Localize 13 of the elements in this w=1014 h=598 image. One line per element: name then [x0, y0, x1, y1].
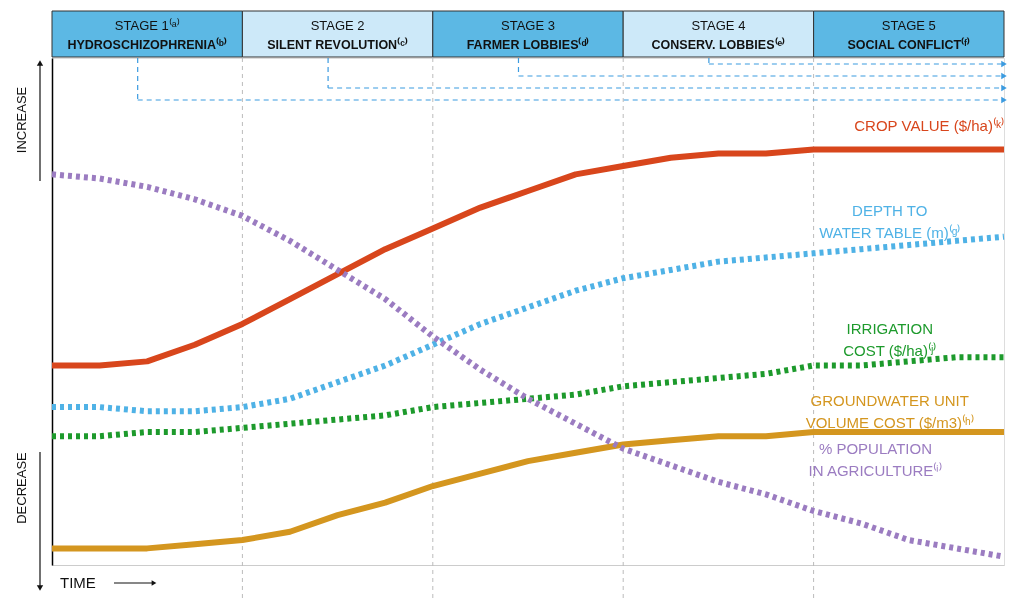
text: STAGE 5 SOCIAL CONFLICT⁽ᶠ⁾ [847, 18, 971, 52]
text: STAGE 1⁽ᵃ⁾ HYDROSCHIZOPHRENIA⁽ᵇ⁾ [67, 18, 227, 52]
series-label: IRRIGATION COST ($/ha)⁽ʲ⁾ [843, 320, 937, 360]
x-axis-title: TIME [60, 574, 96, 591]
text: STAGE 3 FARMER LOBBIES⁽ᵈ⁾ [466, 18, 590, 52]
text: STAGE 2 SILENT REVOLUTION⁽ᶜ⁾ [267, 18, 408, 52]
text: STAGE 4 CONSERV. LOBBIES⁽ᵉ⁾ [651, 18, 786, 52]
series-label: % POPULATION IN AGRICULTURE⁽ⁱ⁾ [808, 440, 943, 480]
series-label: DEPTH TO WATER TABLE (m)⁽ᵍ⁾ [819, 202, 961, 242]
text: DECREASE [14, 451, 29, 524]
series-label: GROUNDWATER UNIT VOLUME COST ($/m3)⁽ʰ⁾ [805, 392, 974, 432]
text: INCREASE [14, 86, 29, 154]
series-label: CROP VALUE ($/ha)⁽ᵏ⁾ [854, 117, 1004, 135]
